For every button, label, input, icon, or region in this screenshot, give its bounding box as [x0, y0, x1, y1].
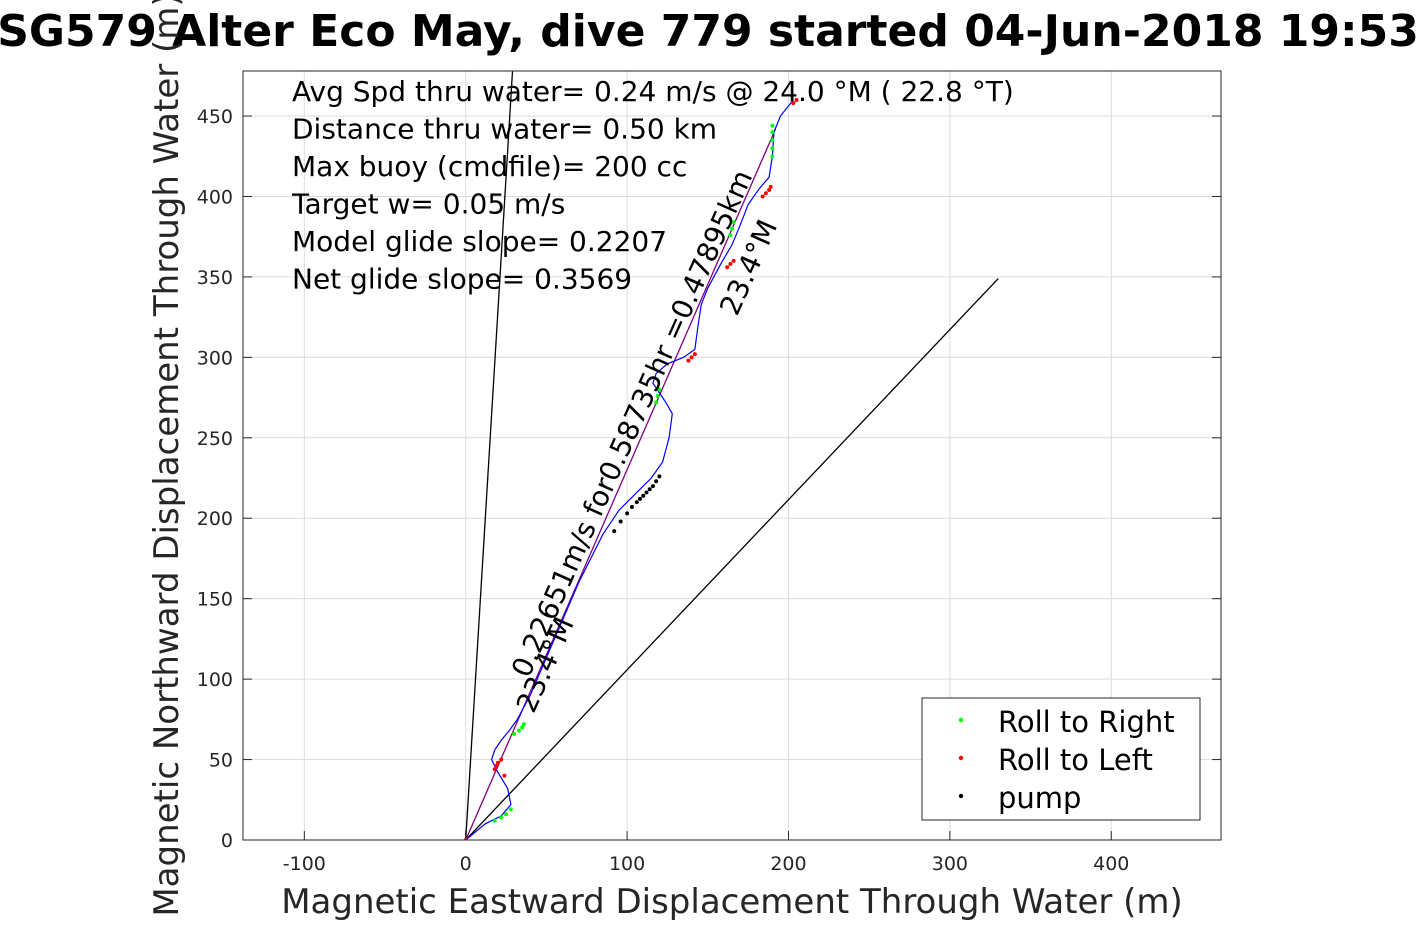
info-line: Target w= 0.05 m/s — [291, 188, 565, 221]
pump-point — [618, 519, 623, 524]
info-line: Model glide slope= 0.2207 — [292, 225, 667, 258]
y-axis-label: Magnetic Northward Displacement Through … — [147, 0, 187, 917]
legend-label: pump — [998, 781, 1081, 815]
y-tick-label: 100 — [197, 669, 233, 691]
reference-line-heading-line — [465, 128, 777, 840]
y-tick-label: 400 — [197, 186, 233, 208]
pump-point — [654, 479, 659, 484]
roll-to-left-point — [791, 101, 796, 106]
y-tick-label: 300 — [197, 347, 233, 369]
plot-border — [242, 70, 1222, 841]
y-tick-label: 250 — [197, 428, 233, 450]
roll-to-right-point — [512, 731, 517, 736]
info-line: Max buoy (cmdfile)= 200 cc — [292, 150, 687, 183]
roll-to-left-point — [731, 258, 736, 263]
roll-to-left-point — [492, 767, 497, 772]
x-axis-label: Magnetic Eastward Displacement Through W… — [281, 882, 1183, 922]
y-tick-label: 0 — [221, 830, 233, 852]
pump-point — [650, 484, 655, 489]
x-tick-label: 300 — [932, 853, 968, 875]
y-tick-label: 50 — [209, 750, 233, 772]
roll-to-left-point — [686, 358, 691, 363]
roll-to-right-point — [504, 812, 509, 817]
track-path — [465, 99, 794, 840]
legend-box — [921, 697, 1201, 821]
roll-to-right-point — [508, 807, 513, 812]
legend: Roll to Right Roll to Left pump — [921, 697, 1201, 821]
roll-to-left-point — [689, 355, 694, 360]
roll-to-right-point — [730, 226, 734, 231]
legend-label: Roll to Right — [998, 705, 1175, 739]
reference-line-right-bound — [465, 278, 999, 840]
roll-to-right-point — [655, 393, 660, 398]
pump-point — [641, 493, 646, 498]
x-tick-label: 100 — [609, 853, 645, 875]
reference-line-left-bound — [465, 71, 514, 840]
info-line: Distance thru water= 0.50 km — [292, 113, 717, 146]
roll-to-left-point — [692, 352, 697, 357]
pump-point — [638, 496, 643, 501]
x-tick-label: 0 — [460, 853, 472, 875]
pump-point — [647, 487, 652, 492]
y-tick-label: 350 — [197, 267, 233, 289]
roll-to-right-point — [520, 725, 525, 730]
x-tick-label: 200 — [770, 853, 806, 875]
y-tick-labels: 0 50 100 150 200 250 300 350 400 450 — [197, 106, 233, 852]
roll-to-right-point — [521, 722, 526, 727]
info-line: Net glide slope= 0.3569 — [292, 263, 632, 296]
roll-to-right-point — [657, 387, 662, 392]
pump-point — [629, 504, 634, 509]
pump-point — [657, 474, 662, 479]
x-tick-label: -100 — [283, 853, 326, 875]
legend-label: Roll to Left — [998, 743, 1153, 777]
roll-to-right-point — [499, 815, 504, 820]
roll-to-right-point — [728, 233, 733, 238]
legend-marker — [958, 717, 964, 723]
roll-to-left-point — [502, 773, 507, 778]
roll-to-left-point — [760, 194, 765, 199]
roll-to-left-point — [725, 265, 730, 270]
roll-to-right-point — [492, 818, 497, 823]
roll-to-left-point — [794, 97, 799, 102]
legend-marker — [958, 793, 964, 799]
roll-to-right-point — [516, 728, 521, 733]
roll-to-left-point — [768, 184, 773, 189]
roll-to-right-point — [770, 123, 775, 128]
roll-to-left-point — [495, 760, 500, 765]
roll-to-left-point — [494, 763, 499, 768]
legend-marker — [958, 755, 964, 761]
roll-to-right-point — [770, 154, 775, 159]
roll-to-left-point — [763, 191, 768, 196]
reference-lines — [465, 71, 999, 840]
y-tick-label: 200 — [197, 508, 233, 530]
x-tick-label: 400 — [1093, 853, 1129, 875]
pump-point — [625, 511, 630, 516]
y-tick-label: 150 — [197, 589, 233, 611]
roll-to-right-point — [731, 220, 736, 225]
chart-title: SG579 Alter Eco May, dive 779 started 04… — [0, 6, 1417, 57]
roll-to-right-point — [770, 138, 775, 143]
roll-to-left-point — [728, 262, 733, 267]
roll-pump-markers — [463, 97, 799, 840]
y-tick-label: 450 — [197, 106, 233, 128]
info-text-block: Avg Spd thru water= 0.24 m/s @ 24.0 °M (… — [291, 75, 1014, 296]
roll-to-right-point — [770, 130, 775, 135]
pump-point — [634, 500, 639, 505]
x-tick-labels: -100 0 100 200 300 400 — [283, 853, 1130, 875]
pump-point — [612, 529, 617, 534]
roll-to-right-point — [770, 146, 775, 151]
pump-point — [644, 490, 649, 495]
info-line: Avg Spd thru water= 0.24 m/s @ 24.0 °M (… — [292, 75, 1014, 108]
track-line — [465, 99, 794, 840]
roll-to-left-point — [767, 188, 772, 193]
roll-to-left-point — [499, 757, 504, 762]
roll-to-right-point — [654, 400, 659, 405]
